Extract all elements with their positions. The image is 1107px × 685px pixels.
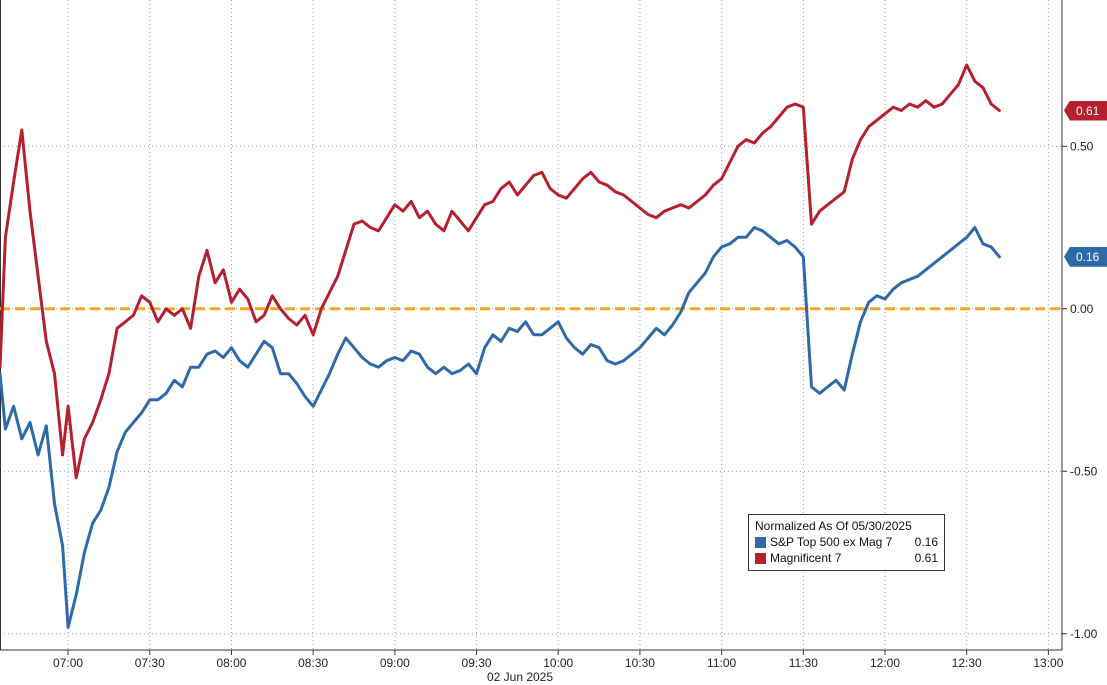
- x-axis: 07:00 07:30 08:00 08:30 09:00 09:30 10:00 10:30…: [53, 650, 1064, 670]
- legend-entry-value: 0.61: [914, 551, 938, 565]
- x-tick-label: 07:30: [135, 656, 165, 670]
- x-tick-label: 11:30: [789, 656, 818, 670]
- x-tick-label: 07:00: [53, 656, 83, 670]
- legend-title: Normalized As Of 05/30/2025: [755, 519, 912, 533]
- x-tick-label: 12:00: [870, 656, 900, 670]
- legend-swatch-sp-top500: [755, 536, 766, 548]
- y-axis: 0.50 0.00 -0.50 -1.00: [1062, 139, 1098, 641]
- y-tick-label: -1.00: [1070, 627, 1098, 641]
- series-line-sp-top500: [0, 226, 1001, 629]
- legend-entry-value: 0.16: [914, 535, 938, 549]
- y-tick-label: -0.50: [1070, 464, 1098, 478]
- legend-entry-name: Magnificent 7: [770, 551, 842, 565]
- legend-swatch-magnificent7: [755, 552, 766, 564]
- x-tick-label: 09:00: [380, 656, 410, 670]
- x-tick-label: 11:00: [707, 656, 736, 670]
- y-tick-label: 0.00: [1070, 302, 1094, 316]
- x-tick-label: 10:00: [543, 656, 573, 670]
- y-tick-label: 0.50: [1070, 139, 1094, 153]
- legend-entry-sp-top500: S&P Top 500 ex Mag 7 0.16: [755, 534, 938, 550]
- last-value-tag-magnificent7-text: 0.61: [1076, 103, 1100, 118]
- series-line-magnificent7: [0, 63, 1001, 480]
- series-layer: [0, 63, 1001, 629]
- x-tick-label: 08:30: [298, 656, 328, 670]
- x-tick-label: 12:30: [952, 656, 982, 670]
- x-tick-label: 10:30: [625, 656, 655, 670]
- x-tick-label: 09:30: [462, 656, 492, 670]
- last-value-tag-magnificent7: 0.61: [1064, 100, 1107, 121]
- date-label: 02 Jun 2025: [487, 670, 553, 684]
- x-tick-label: 13:00: [1033, 656, 1063, 670]
- legend: Normalized As Of 05/30/2025 S&P Top 500 …: [748, 514, 945, 571]
- last-value-tag-sp-top500-text: 0.16: [1076, 249, 1100, 264]
- legend-entry-magnificent7: Magnificent 7 0.61: [755, 550, 938, 566]
- last-value-tag-sp-top500: 0.16: [1064, 246, 1107, 267]
- legend-entry-name: S&P Top 500 ex Mag 7: [770, 535, 893, 549]
- x-tick-label: 08:00: [216, 656, 246, 670]
